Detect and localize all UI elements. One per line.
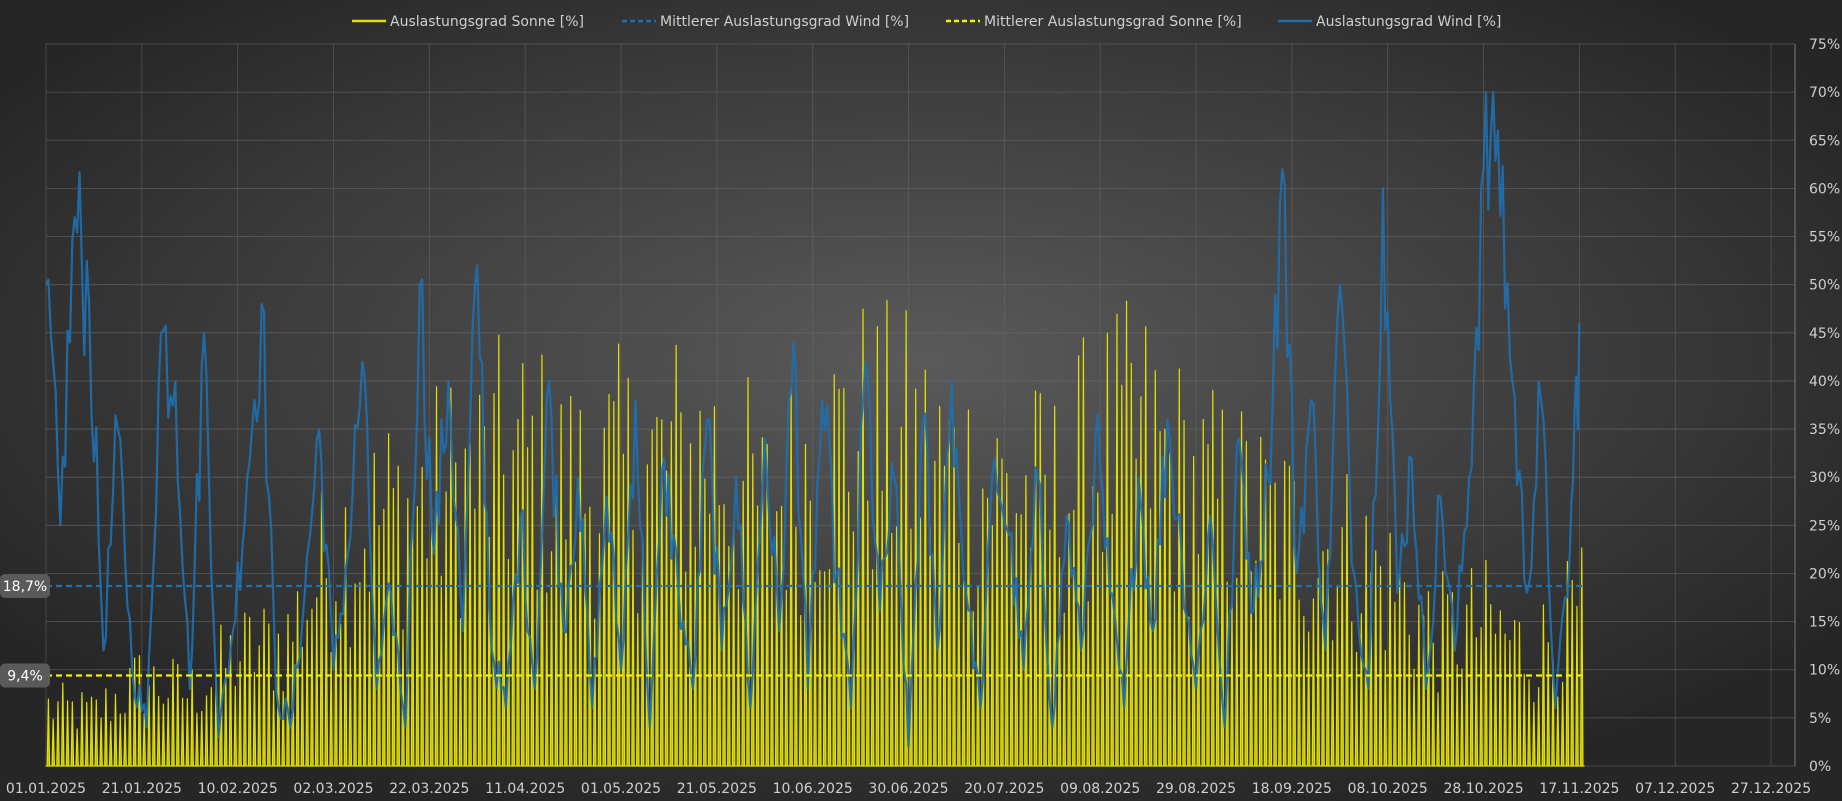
wind-series-path [45,91,1581,748]
legend-label: Auslastungsgrad Sonne [%] [390,14,584,30]
x-tick-label: 08.10.2025 [1348,781,1428,797]
y-tick-label: 65% [1809,133,1840,149]
y-tick-label: 50% [1809,278,1840,294]
legend-label: Mittlerer Auslastungsgrad Wind [%] [660,14,909,30]
y-tick-label: 5% [1809,711,1831,727]
mean-badge [0,573,50,598]
legend-item[interactable]: Mittlerer Auslastungsgrad Wind [%] [622,14,909,30]
x-tick-label: 27.12.2025 [1731,781,1811,797]
x-tick-label: 09.08.2025 [1060,781,1140,797]
x-tick-label: 17.11.2025 [1539,781,1619,797]
y-tick-label: 30% [1809,470,1840,486]
wind-series-lines [45,91,1581,748]
legend: Auslastungsgrad Sonne [%] Mittlerer Ausla… [352,14,1501,30]
y-tick-label: 0% [1809,759,1831,775]
mean-badge-label: 9,4% [7,669,43,685]
x-tick-label: 30.06.2025 [868,781,948,797]
y-tick-label: 60% [1809,181,1840,197]
legend-label: Mittlerer Auslastungsgrad Sonne [%] [984,14,1242,30]
x-tick-label: 21.01.2025 [102,781,182,797]
x-tick-label: 21.05.2025 [677,781,757,797]
mean-badge [0,663,50,688]
axes: 0% 5% 10% 15% 20% 25% 30% 35% 40% 45% 50% 55% 60% 65%… [6,37,1840,797]
legend-item[interactable]: Auslastungsgrad Sonne [%] [352,14,584,30]
legend-label: Auslastungsgrad Wind [%] [1316,14,1501,30]
y-tick-label: 40% [1809,374,1840,390]
x-tick-label: 11.04.2025 [485,781,565,797]
x-tick-label: 20.07.2025 [964,781,1044,797]
x-tick-label: 01.01.2025 [6,781,86,797]
x-tick-label: 28.10.2025 [1443,781,1523,797]
y-tick-label: 10% [1809,663,1840,679]
legend-item[interactable]: Mittlerer Auslastungsgrad Sonne [%] [946,14,1242,30]
y-tick-label: 55% [1809,230,1840,246]
mean-badge-label: 18,7% [3,579,47,595]
x-tick-label: 02.03.2025 [293,781,373,797]
x-tick-label: 18.09.2025 [1252,781,1332,797]
y-tick-label: 45% [1809,326,1840,342]
x-tick-label: 29.08.2025 [1156,781,1236,797]
y-tick-label: 75% [1809,37,1840,53]
sun-series-path [45,299,1585,767]
sun-series-area [45,299,1585,767]
x-tick-label: 10.06.2025 [773,781,853,797]
mean-lines: 18,7% 9,4% [0,573,1585,688]
y-tick-label: 25% [1809,518,1840,534]
y-tick-label: 35% [1809,422,1840,438]
y-tick-label: 70% [1809,85,1840,101]
legend-item[interactable]: Auslastungsgrad Wind [%] [1278,14,1501,30]
x-tick-label: 01.05.2025 [581,781,661,797]
x-tick-label: 07.12.2025 [1635,781,1715,797]
y-tick-label: 15% [1809,615,1840,631]
x-tick-label: 10.02.2025 [198,781,278,797]
x-tick-label: 22.03.2025 [389,781,469,797]
y-tick-label: 20% [1809,566,1840,582]
